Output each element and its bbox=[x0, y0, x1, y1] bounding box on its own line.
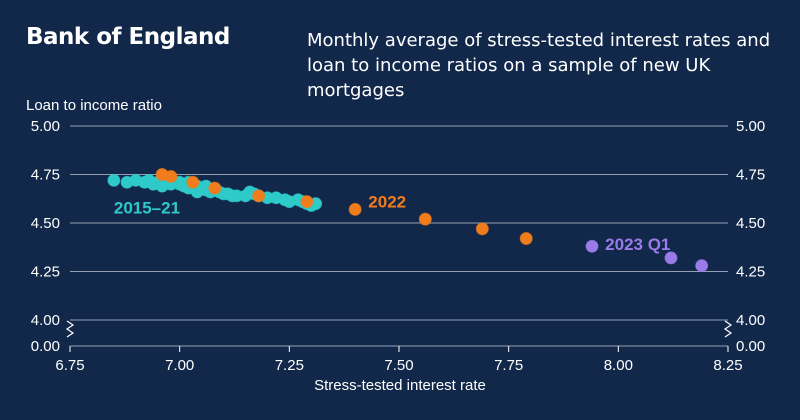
axis-break-marks bbox=[65, 320, 733, 338]
point-2023-Q1-0 bbox=[585, 239, 599, 253]
x-tick-label-8.00: 8.00 bbox=[604, 357, 633, 374]
x-tick-label-7.75: 7.75 bbox=[494, 357, 523, 374]
point-2022-7 bbox=[418, 212, 432, 226]
annotation-2022: 2022 bbox=[368, 192, 406, 211]
x-axis: 6.75 7.00 7.25 7.50 7.75 8.00 8.25 bbox=[55, 346, 743, 374]
brand-logo-text: Bank of England bbox=[26, 24, 230, 50]
data-points bbox=[107, 168, 709, 273]
point-2015-21-40 bbox=[146, 177, 160, 191]
y-tick-label-left-5.00: 5.00 bbox=[31, 118, 60, 135]
point-2023-Q1-1 bbox=[664, 251, 678, 265]
x-tick-label-7.50: 7.50 bbox=[384, 357, 413, 374]
point-2015-21-38 bbox=[225, 189, 239, 203]
point-2015-21-0 bbox=[107, 173, 121, 187]
y-tick-label-left-4.75: 4.75 bbox=[31, 167, 60, 184]
axis-break-right bbox=[723, 320, 733, 338]
y-tick-label-right-5.00: 5.00 bbox=[736, 118, 765, 135]
point-2022-3 bbox=[208, 181, 222, 195]
y-tick-label-left-4.50: 4.50 bbox=[31, 215, 60, 232]
point-2022-8 bbox=[475, 222, 489, 236]
point-2022-5 bbox=[300, 195, 314, 209]
point-2022-4 bbox=[252, 189, 266, 203]
x-tick-label-6.75: 6.75 bbox=[55, 357, 84, 374]
point-2022-6 bbox=[348, 202, 362, 216]
y-tick-label-right-4.00: 4.00 bbox=[736, 312, 765, 329]
series-annotations: 2015–21 2022 2023 Q1 bbox=[114, 192, 671, 254]
axis-break-left bbox=[65, 320, 75, 338]
y-axis-label: Loan to income ratio bbox=[26, 97, 162, 114]
x-tick-label-8.25: 8.25 bbox=[713, 357, 742, 374]
y-tick-label-right-4.25: 4.25 bbox=[736, 264, 765, 281]
chart-title: Monthly average of stress-tested interes… bbox=[307, 30, 771, 101]
y-tick-label-right-4.50: 4.50 bbox=[736, 215, 765, 232]
point-2022-2 bbox=[186, 175, 200, 189]
annotation-2015-21: 2015–21 bbox=[114, 198, 180, 217]
y-tick-label-left-4.25: 4.25 bbox=[31, 264, 60, 281]
y-tick-label-right-zero: 0.00 bbox=[736, 338, 765, 355]
y-tick-label-right-4.75: 4.75 bbox=[736, 167, 765, 184]
x-tick-label-7.25: 7.25 bbox=[275, 357, 304, 374]
point-2023-Q1-2 bbox=[695, 259, 709, 273]
y-axis-left: 4.00 4.25 4.50 4.75 5.00 0.00 bbox=[31, 118, 60, 355]
y-tick-label-left-zero: 0.00 bbox=[31, 338, 60, 355]
annotation-2023-Q1: 2023 Q1 bbox=[605, 235, 670, 254]
x-tick-label-7.00: 7.00 bbox=[165, 357, 194, 374]
y-axis-right: 4.00 4.25 4.50 4.75 5.00 0.00 bbox=[736, 118, 765, 355]
point-2022-9 bbox=[519, 232, 533, 246]
point-2022-1 bbox=[164, 169, 178, 183]
x-axis-label: Stress-tested interest rate bbox=[314, 377, 486, 394]
y-tick-label-left-4.00: 4.00 bbox=[31, 312, 60, 329]
